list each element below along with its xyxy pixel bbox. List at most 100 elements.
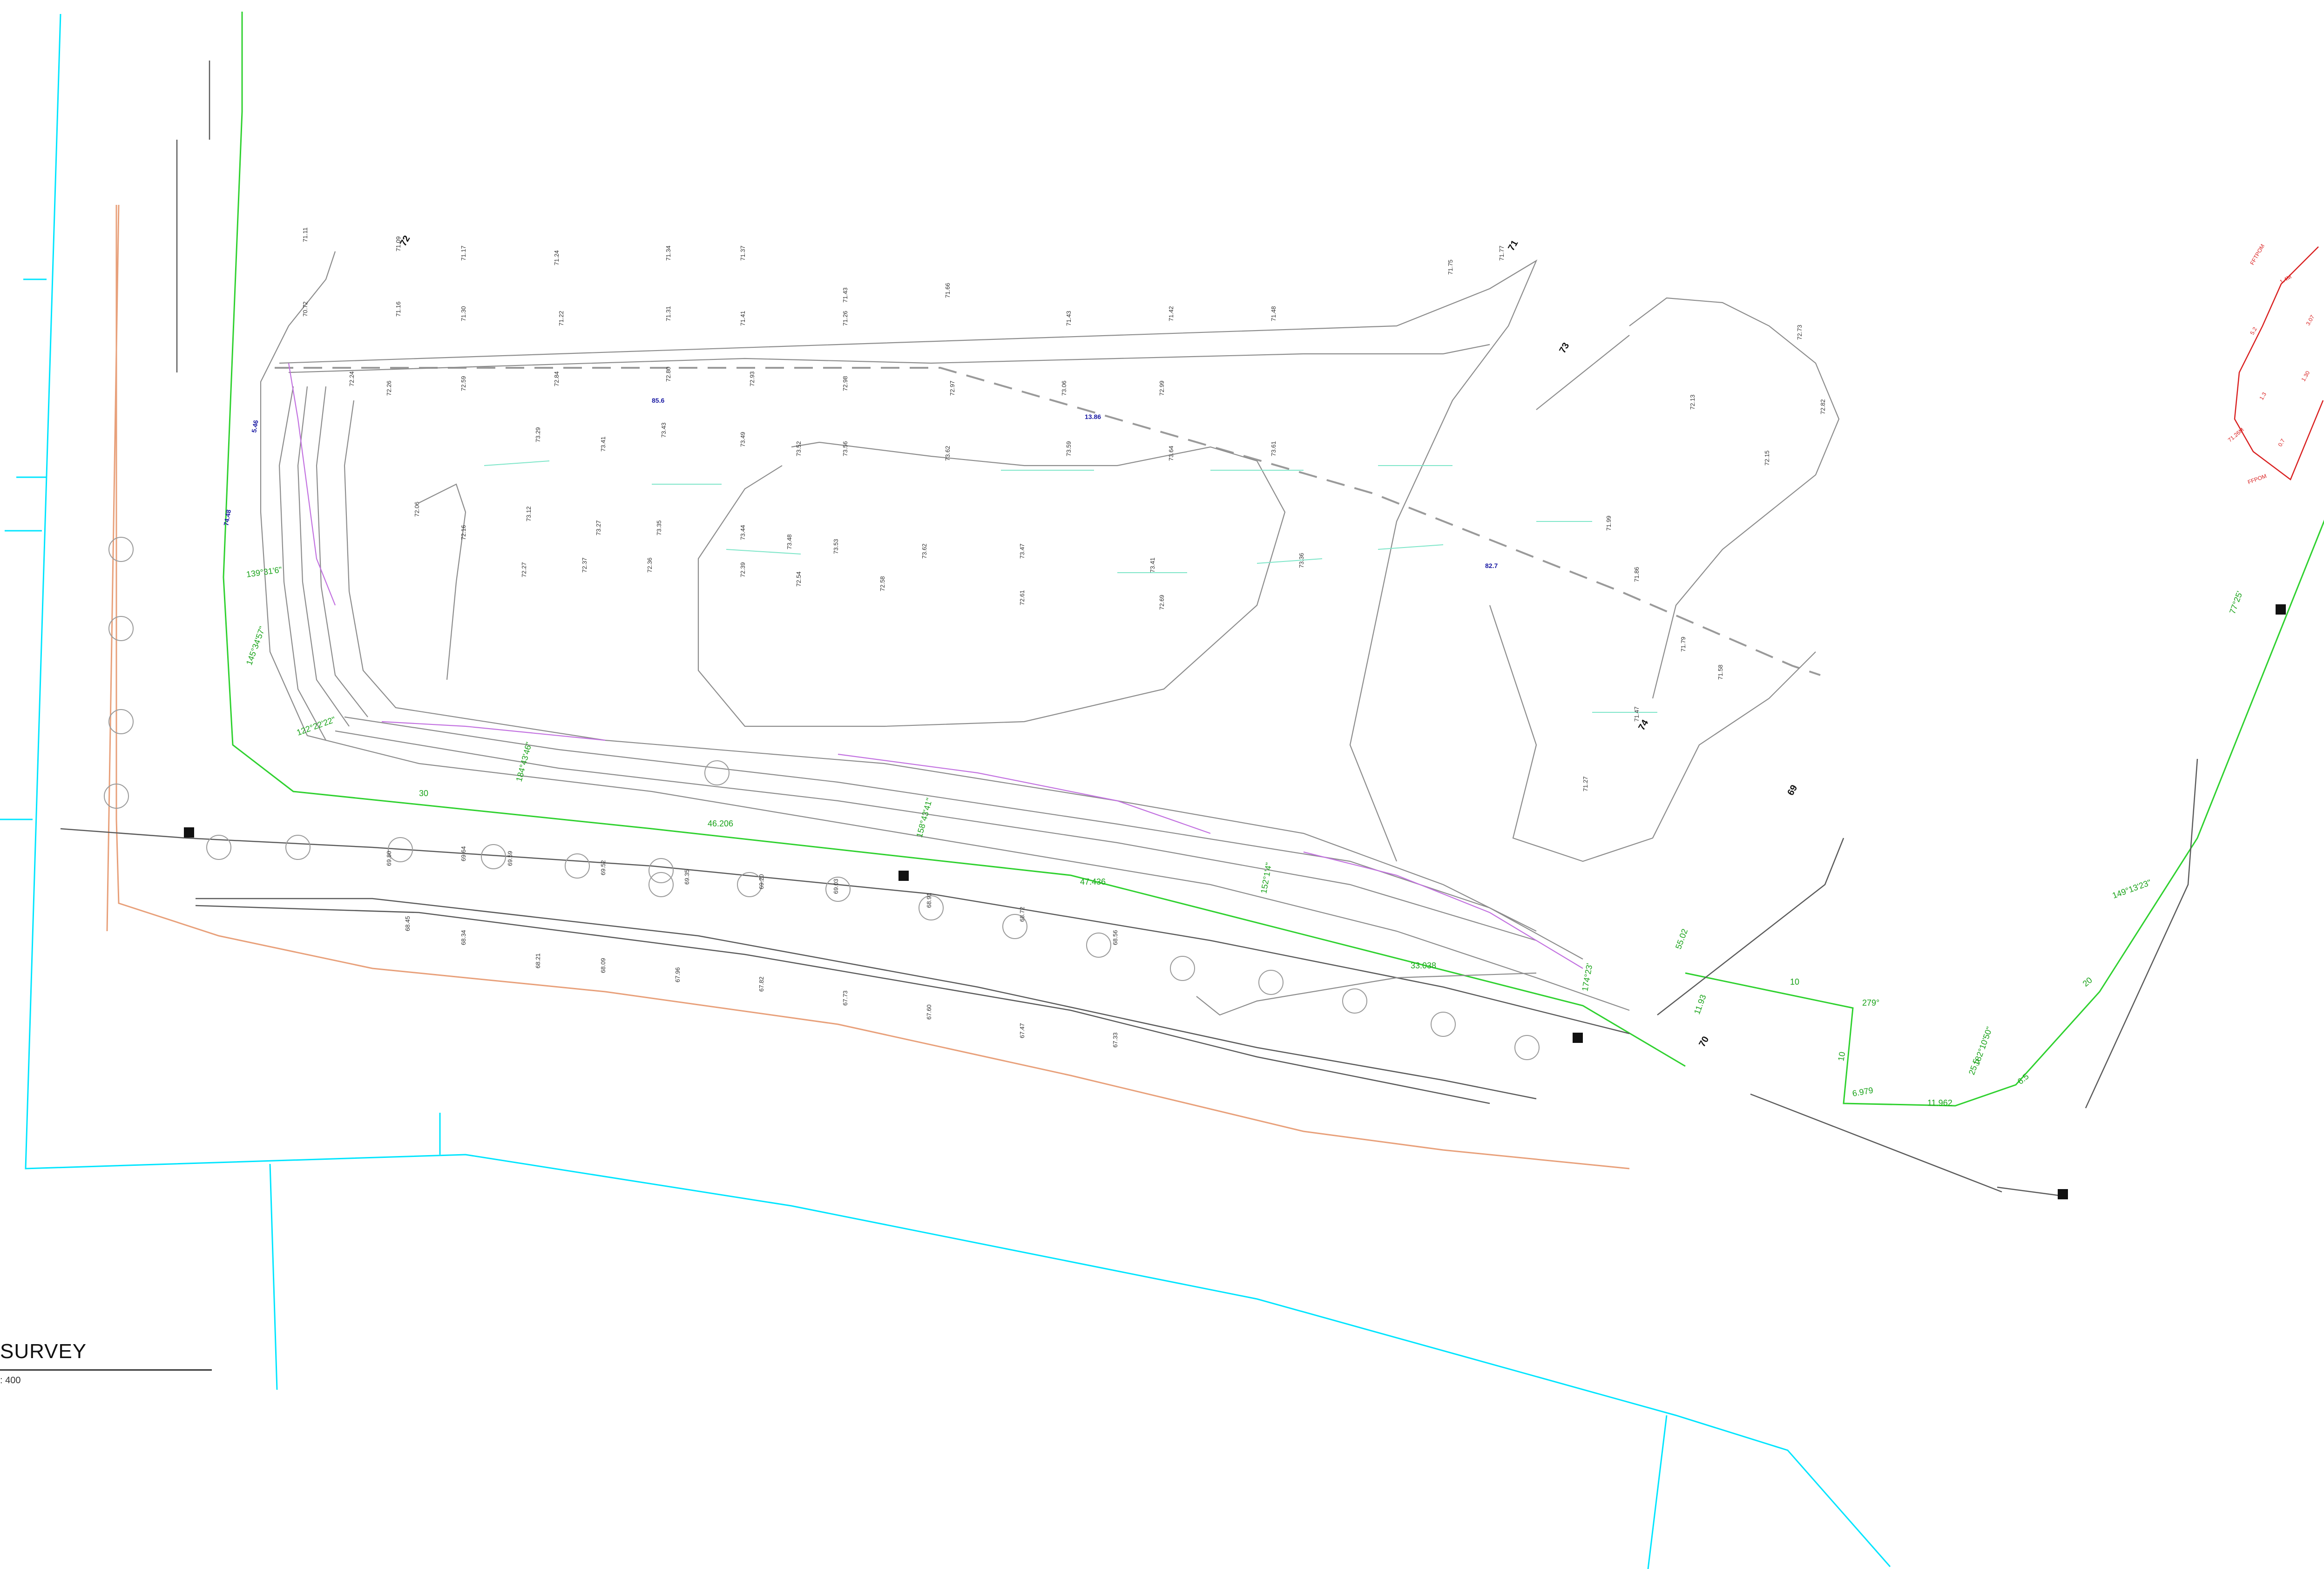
spot-level: 72.98 <box>842 376 849 391</box>
spot-level: 73.62 <box>944 446 951 461</box>
spot-level: 71.75 <box>1447 259 1454 275</box>
spot-level: 73.41 <box>600 436 607 452</box>
spot-label-blue: 82.7 <box>1485 562 1498 569</box>
spot-level: 72.36 <box>646 557 653 573</box>
tree-icon <box>1002 914 1027 939</box>
spot-level: 68.91 <box>926 893 932 908</box>
tree-icon <box>565 853 590 879</box>
contour-label: 70 <box>1697 1035 1711 1048</box>
spot-level: 71.47 <box>1633 706 1640 722</box>
drawing-scale: : 400 <box>0 1375 21 1386</box>
spot-level: 72.80 <box>665 366 672 382</box>
spot-level: 73.61 <box>1270 441 1277 456</box>
control-point-3 <box>1573 1033 1583 1043</box>
spot-level: 72.82 <box>1819 399 1826 414</box>
spot-level: 71.42 <box>1168 306 1175 321</box>
tie-lines <box>484 460 1657 713</box>
spot-level: 69.20 <box>758 874 765 889</box>
spot-level: 73.12 <box>525 506 532 521</box>
control-point-4 <box>2276 604 2286 615</box>
spot-level: 69.59 <box>507 851 513 866</box>
distance-label: 30 <box>419 789 428 798</box>
spot-level: 67.60 <box>926 1004 932 1020</box>
spot-level: 73.49 <box>739 432 746 447</box>
control-points <box>184 604 2286 1199</box>
bearing-label: 77°25' <box>2228 590 2244 615</box>
spot-level: 71.30 <box>460 306 467 321</box>
spot-level: 72.15 <box>1763 450 1770 466</box>
spot-label-blue: 74.48 <box>222 509 232 526</box>
bearing-label: 279° <box>1862 998 1879 1008</box>
spot-level: 71.77 <box>1498 245 1505 261</box>
spot-level: 72.27 <box>520 562 527 577</box>
tree-icon <box>1342 988 1367 1014</box>
blue-spot-labels: 85.6 74.48 5.46 13.86 82.7 <box>222 397 1498 569</box>
spot-level: 73.52 <box>795 441 802 456</box>
road-edge <box>106 204 1630 1170</box>
tree-icon <box>108 537 134 562</box>
spot-level: 71.58 <box>1717 664 1724 680</box>
distance-label: 10 <box>1790 977 1799 987</box>
distance-label: 55.02 <box>1674 927 1689 950</box>
spot-level: 72.13 <box>1689 394 1696 410</box>
spot-level: 69.80 <box>385 851 392 866</box>
tree-icon <box>1431 1012 1456 1037</box>
bearing-label: 184°43'46" <box>514 741 534 783</box>
break-lines <box>288 363 1583 969</box>
spot-level: 67.33 <box>1112 1032 1119 1048</box>
red-annotations <box>2234 246 2324 480</box>
tree-icon <box>108 709 134 734</box>
red-label: FFPOM <box>2247 473 2267 486</box>
distance-label: 10 <box>1836 1051 1847 1062</box>
distance-labels: 30 46.206 47.436 33.038 10 10 11.962 6.979 25.5 2… <box>419 789 2094 1108</box>
spot-level: 71.37 <box>739 245 746 261</box>
road-lines <box>60 61 2198 1197</box>
tree-icon <box>1170 956 1195 981</box>
control-point-5 <box>2058 1189 2068 1199</box>
spot-level: 73.29 <box>534 427 541 442</box>
spot-level: 73.43 <box>660 422 667 438</box>
red-label: 71.26M <box>2227 426 2245 443</box>
spot-level: 71.66 <box>944 283 951 298</box>
spot-level: 71.48 <box>1270 306 1277 321</box>
red-label: 0.7 <box>2277 438 2286 448</box>
spot-level: 72.26 <box>385 380 392 396</box>
tree-icon <box>104 784 129 809</box>
bearing-label: 139°31'6" <box>246 565 283 579</box>
distance-label: 11.962 <box>1927 1098 1952 1108</box>
spot-level: 72.84 <box>553 371 560 386</box>
spot-level: 71.43 <box>842 287 849 303</box>
spot-level: 72.59 <box>460 376 467 391</box>
spot-level: 67.96 <box>674 967 681 982</box>
distance-label: 20 <box>2081 975 2094 988</box>
spot-level: 73.36 <box>1298 553 1305 568</box>
drawing-title: SURVEY <box>0 1340 87 1363</box>
tree-icon <box>704 760 730 785</box>
spot-level: 71.22 <box>558 311 565 326</box>
spot-level: 71.31 <box>665 306 672 321</box>
spot-level: 72.69 <box>1158 595 1165 610</box>
spot-level: 68.21 <box>534 953 541 968</box>
bearing-label: 158°43'41" <box>915 797 934 839</box>
distance-label: 6.979 <box>1851 1085 1874 1098</box>
spot-level: 72.61 <box>1019 590 1026 605</box>
spot-level: 71.16 <box>395 301 402 317</box>
distance-label: 11.93 <box>1692 993 1708 1015</box>
bearing-label: 122°22'22" <box>296 715 337 737</box>
spot-level: 69.64 <box>460 846 467 861</box>
distance-label: 6.5 <box>2016 1072 2031 1086</box>
spot-level: 67.82 <box>758 976 765 992</box>
spot-level: 70.72 <box>302 301 309 317</box>
distance-label: 33.038 <box>1411 961 1436 970</box>
spot-level: 73.53 <box>832 539 839 554</box>
tree-icon <box>1514 1035 1540 1060</box>
spot-level: 69.03 <box>832 879 839 894</box>
contour-label: 71 <box>1506 238 1520 252</box>
control-point-1 <box>184 827 194 838</box>
spot-level: 73.59 <box>1065 441 1072 456</box>
spot-level: 72.93 <box>749 371 756 386</box>
control-point-2 <box>899 871 909 881</box>
spot-level: 71.26 <box>842 311 849 326</box>
